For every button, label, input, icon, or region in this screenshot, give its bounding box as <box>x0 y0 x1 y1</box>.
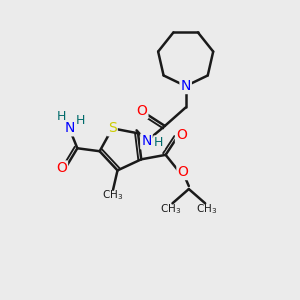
Text: H: H <box>57 110 66 123</box>
Text: N: N <box>181 79 191 93</box>
Text: H: H <box>154 136 164 149</box>
Text: CH$_3$: CH$_3$ <box>196 202 217 216</box>
Text: O: O <box>136 104 147 118</box>
Text: N: N <box>65 121 75 135</box>
Text: H: H <box>76 114 85 127</box>
Text: O: O <box>177 165 188 179</box>
Text: S: S <box>108 121 117 135</box>
Text: CH$_3$: CH$_3$ <box>102 188 124 202</box>
Text: O: O <box>56 161 67 176</box>
Text: CH$_3$: CH$_3$ <box>160 202 182 216</box>
Text: N: N <box>141 134 152 148</box>
Text: O: O <box>176 128 187 142</box>
